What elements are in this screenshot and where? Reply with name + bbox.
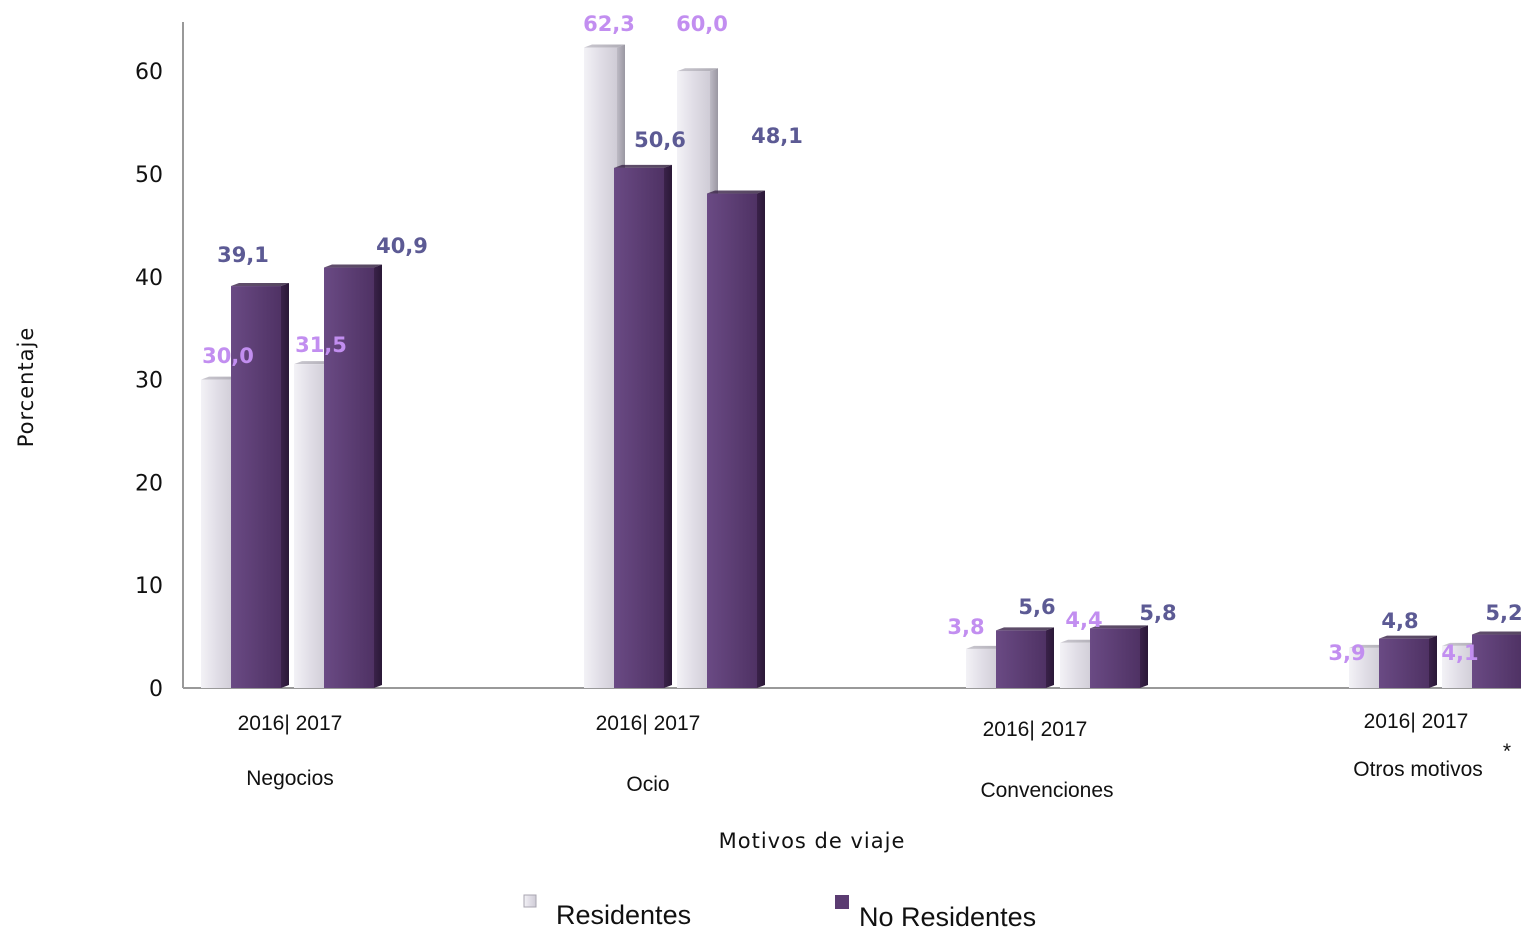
data-label-no-residentes: 5,8: [1139, 601, 1176, 625]
bar-no-residentes: [1379, 638, 1429, 688]
x-year-labels: 2016| 2017: [1364, 710, 1469, 733]
x-year-labels: 2016| 2017: [238, 712, 343, 735]
y-axis-title: Porcentaje: [14, 327, 38, 448]
data-label-residentes: 62,3: [583, 12, 635, 36]
data-label-no-residentes: 4,8: [1381, 609, 1418, 633]
legend-label-no-residentes: No Residentes: [859, 902, 1036, 929]
bar-residentes: [966, 648, 999, 688]
legend-swatch-no-residentes: [835, 895, 849, 909]
bar-residentes-cap: [584, 44, 625, 48]
bar-residentes: [201, 379, 234, 688]
bar-residentes: [1060, 642, 1093, 688]
bar-no-residentes-side: [664, 164, 672, 688]
data-label-residentes: 60,0: [676, 12, 728, 36]
y-tick-label: 10: [135, 574, 163, 599]
bar-residentes: [584, 47, 617, 688]
data-label-residentes: 4,1: [1441, 641, 1478, 665]
bar-no-residentes: [231, 286, 281, 688]
bar-no-residentes-side: [281, 283, 289, 688]
bar-value-labels: 30,0 39,1 31,5 40,9 62,3 50,6 60,0 48,1 3,8 5,6 4,…: [202, 12, 1521, 665]
bar-no-residentes: [1472, 634, 1521, 688]
bar-no-residentes-cap: [707, 190, 765, 194]
bar-no-residentes-side: [1046, 627, 1054, 688]
bar-no-residentes: [614, 167, 664, 688]
bar-no-residentes-cap: [996, 627, 1054, 631]
data-label-no-residentes: 40,9: [376, 234, 428, 258]
y-tick-label: 0: [149, 677, 163, 702]
bar-no-residentes: [324, 267, 374, 688]
y-tick-label: 50: [135, 163, 163, 188]
x-category-label: Negocios: [246, 767, 334, 790]
data-label-no-residentes: 5,2: [1485, 601, 1521, 625]
legend: Residentes No Residentes: [523, 894, 1036, 929]
bar-no-residentes: [996, 630, 1046, 688]
bar-no-residentes: [707, 193, 757, 689]
bar-no-residentes-cap: [1472, 631, 1521, 635]
bar-residentes: [1442, 645, 1475, 688]
data-label-residentes: 3,8: [947, 615, 984, 639]
bar-no-residentes-cap: [614, 164, 672, 168]
x-axis-title: Motivos de viaje: [719, 829, 906, 853]
data-label-no-residentes: 50,6: [634, 128, 686, 152]
bar-no-residentes-cap: [231, 283, 289, 287]
bar-no-residentes-side: [374, 264, 382, 688]
y-tick-label: 60: [135, 60, 163, 85]
x-category-label: Ocio: [626, 773, 669, 796]
data-label-no-residentes: 39,1: [217, 243, 269, 267]
y-tick-label: 30: [135, 369, 163, 394]
bar-no-residentes-cap: [1379, 635, 1437, 639]
bar-residentes: [677, 71, 710, 688]
x-category-label: Otros motivos: [1353, 758, 1483, 781]
x-year-labels: 2016| 2017: [983, 718, 1088, 741]
data-label-no-residentes: 48,1: [751, 124, 803, 148]
y-tick-label: 20: [135, 471, 163, 496]
bar-residentes: [294, 364, 327, 688]
legend-item-residentes: Residentes: [523, 894, 691, 929]
footnote-asterisk: *: [1503, 740, 1511, 763]
bar-residentes-cap: [677, 68, 718, 72]
bar-no-residentes-side: [1429, 635, 1437, 688]
y-tick-labels: 0 10 20 30 40 50 60: [135, 60, 163, 702]
data-label-residentes: 31,5: [295, 333, 347, 357]
bar-no-residentes-side: [1140, 625, 1148, 688]
x-category-labels: 2016| 2017 Negocios 2016| 2017 Ocio 2016| 20…: [238, 710, 1483, 802]
legend-item-no-residentes: No Residentes: [835, 895, 1036, 929]
legend-label-residentes: Residentes: [556, 900, 691, 929]
bar-no-residentes: [1090, 628, 1140, 688]
bar-no-residentes-cap: [324, 264, 382, 268]
data-label-residentes: 4,4: [1065, 608, 1102, 632]
bar-residentes: [1349, 647, 1382, 688]
bar-no-residentes-cap: [1090, 625, 1148, 629]
bars: [201, 44, 1521, 689]
data-label-residentes: 3,9: [1328, 641, 1365, 665]
x-category-label: Convenciones: [980, 779, 1113, 802]
bar-no-residentes-side: [757, 190, 765, 689]
y-tick-label: 40: [135, 266, 163, 291]
x-year-labels: 2016| 2017: [596, 712, 701, 735]
data-label-residentes: 30,0: [202, 344, 254, 368]
legend-swatch-residentes: [523, 894, 537, 908]
data-label-no-residentes: 5,6: [1018, 595, 1055, 619]
